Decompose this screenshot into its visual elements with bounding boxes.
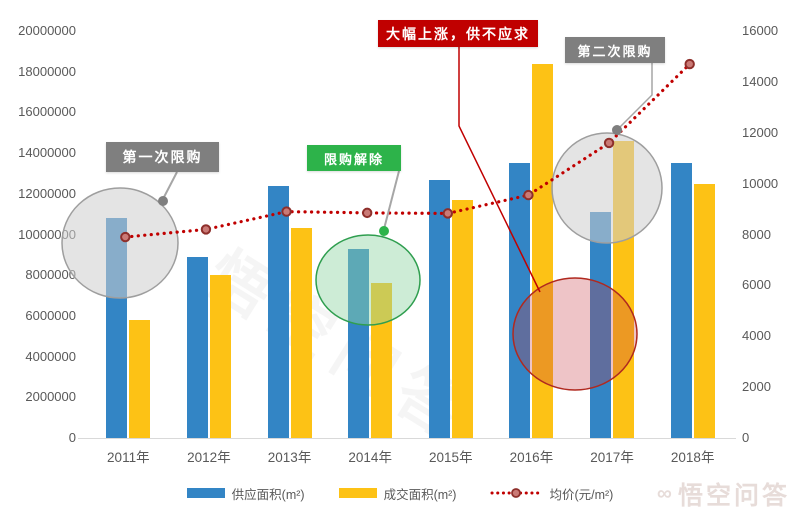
left-axis-tick: 18000000 [18, 63, 76, 79]
right-axis-tick: 12000 [742, 124, 779, 140]
annotation-leader-dot-second-restriction [612, 125, 622, 135]
avg-price-dotted-line-icon [490, 488, 542, 498]
x-axis-label: 2017年 [590, 450, 634, 465]
bar-supply-2018年[interactable] [670, 163, 692, 438]
left-axis-tick: 0 [68, 430, 76, 445]
x-axis-label: 2011年 [107, 450, 150, 465]
annotation-second-restriction[interactable]: 第二次限购 [565, 37, 665, 63]
x-axis-line [78, 438, 736, 439]
left-axis-tick: 10000000 [18, 226, 76, 242]
right-axis-tick: 2000 [742, 379, 771, 395]
legend-item-deal-area[interactable]: 成交面积(m²) [338, 484, 457, 503]
bar-supply-2012年[interactable] [186, 256, 208, 438]
bar-deal-2014年[interactable] [371, 283, 393, 438]
right-axis-tick: 14000 [742, 73, 779, 89]
legend-label-deal-area: 成交面积(m²) [383, 487, 457, 502]
bar-deal-2017年[interactable] [613, 140, 635, 438]
left-axis-tick: 16000000 [18, 104, 76, 120]
bar-supply-2016年[interactable] [509, 163, 531, 438]
left-axis-tick: 2000000 [25, 389, 76, 405]
left-axis-tick: 6000000 [25, 307, 76, 323]
bar-deal-2011年[interactable] [129, 319, 151, 438]
annotation-restriction-lifted[interactable]: 限购解除 [307, 145, 401, 171]
annotation-first-restriction[interactable]: 第一次限购 [106, 142, 219, 172]
bar-deal-2016年[interactable] [532, 63, 554, 438]
corner-watermark-text: 悟空问答 [677, 482, 790, 510]
right-axis-tick: 16000 [742, 23, 779, 38]
left-axis-tick: 12000000 [18, 185, 76, 201]
x-axis-label: 2014年 [348, 450, 392, 465]
legend-label-avg-price: 均价(元/m²) [549, 487, 614, 502]
x-axis-label: 2018年 [670, 450, 715, 465]
x-axis-label: 2016年 [509, 450, 554, 465]
left-axis-tick: 8000000 [25, 267, 76, 283]
bar-supply-2013年[interactable] [267, 185, 289, 438]
legend: 供应面积(m²) 成交面积(m²) 均价(元/m²) [0, 482, 800, 504]
annotation-leader-first-restriction [162, 171, 178, 200]
price-point-2018年[interactable] [684, 58, 695, 70]
x-axis-label: 2015年 [429, 450, 473, 465]
bar-deal-2012年[interactable] [209, 275, 231, 438]
annotation-leader-second-restriction [616, 63, 653, 131]
supply-area-swatch-icon [186, 488, 225, 498]
bar-deal-2013年[interactable] [290, 228, 312, 438]
legend-item-avg-price[interactable]: 均价(元/m²) [490, 484, 613, 503]
left-axis-tick: 14000000 [18, 145, 76, 161]
annotation-sharp-rise[interactable]: 大幅上涨，供不应求 [378, 20, 538, 47]
bar-deal-2018年[interactable] [693, 183, 715, 438]
bar-supply-2014年[interactable] [348, 248, 370, 438]
right-axis-tick: 0 [742, 430, 750, 445]
right-axis-tick: 4000 [742, 328, 771, 344]
price-point-2012年[interactable] [200, 224, 212, 235]
deal-area-swatch-icon [338, 488, 377, 498]
x-axis-label: 2013年 [267, 450, 312, 465]
bar-supply-2015年[interactable] [428, 179, 450, 438]
right-axis-tick: 8000 [742, 226, 771, 242]
annotation-leader-dot-first-restriction [158, 196, 168, 206]
annotation-leader-dot-restriction-lifted [379, 226, 389, 236]
left-axis-tick: 20000000 [18, 23, 76, 38]
bar-deal-2015年[interactable] [451, 199, 473, 438]
x-axis-label: 2012年 [187, 450, 231, 465]
wukong-logo-icon: ∞ [657, 482, 672, 505]
price-point-2017年[interactable] [603, 137, 615, 149]
legend-label-supply-area: 供应面积(m²) [231, 487, 305, 502]
bar-supply-2017年[interactable] [590, 212, 612, 438]
left-axis-tick: 4000000 [25, 348, 76, 364]
legend-item-supply-area[interactable]: 供应面积(m²) [186, 484, 305, 503]
right-axis-tick: 10000 [742, 175, 779, 191]
right-axis-tick: 6000 [742, 277, 771, 293]
price-point-2014年[interactable] [361, 207, 373, 219]
bar-supply-2011年[interactable] [106, 218, 128, 438]
corner-watermark: ∞ 悟空问答 [657, 476, 790, 512]
annotation-leader-restriction-lifted [383, 170, 400, 230]
